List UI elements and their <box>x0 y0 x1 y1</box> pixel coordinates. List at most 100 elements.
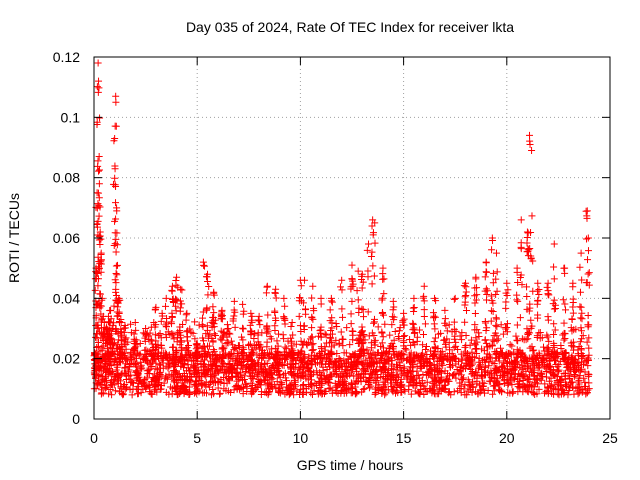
x-tick-label: 15 <box>396 430 412 446</box>
data-point <box>337 388 345 396</box>
data-point <box>365 240 373 248</box>
data-point <box>550 305 558 313</box>
data-point <box>113 229 121 237</box>
data-point <box>326 363 334 371</box>
data-point <box>378 296 386 304</box>
data-point <box>94 376 102 384</box>
data-point <box>206 330 214 338</box>
data-point <box>438 347 446 355</box>
data-point <box>364 308 372 316</box>
data-point <box>271 289 279 297</box>
data-point <box>152 303 160 311</box>
data-point <box>114 379 122 387</box>
data-point <box>560 319 568 327</box>
data-point <box>299 358 307 366</box>
data-point <box>583 207 591 215</box>
data-point <box>431 364 439 372</box>
data-point <box>95 358 103 366</box>
data-point <box>133 359 141 367</box>
data-point <box>504 352 512 360</box>
data-point <box>392 387 400 395</box>
data-point <box>301 351 309 359</box>
data-point <box>525 246 533 254</box>
data-point <box>478 386 486 394</box>
data-point <box>440 336 448 344</box>
data-point <box>450 355 458 363</box>
data-point <box>502 325 510 333</box>
data-point <box>230 312 238 320</box>
data-point <box>142 351 150 359</box>
data-point <box>482 339 490 347</box>
data-point <box>178 300 186 308</box>
data-point <box>214 367 222 375</box>
data-point <box>172 276 180 284</box>
data-point <box>355 304 363 312</box>
data-point <box>462 364 470 372</box>
data-point <box>569 360 577 368</box>
data-point <box>352 367 360 375</box>
data-point <box>585 344 593 352</box>
data-point <box>504 389 512 397</box>
data-point <box>326 371 334 379</box>
data-point <box>296 388 304 396</box>
data-point <box>193 340 201 348</box>
data-point <box>127 355 135 363</box>
data-point <box>148 340 156 348</box>
data-point <box>478 372 486 380</box>
data-point <box>162 353 170 361</box>
data-point <box>249 366 257 374</box>
data-point <box>91 370 99 378</box>
data-point <box>232 372 240 380</box>
data-point <box>94 269 102 277</box>
data-point <box>348 327 356 335</box>
data-point <box>567 379 575 387</box>
data-point <box>468 348 476 356</box>
chart-title: Day 035 of 2024, Rate Of TEC Index for r… <box>186 19 514 35</box>
data-point <box>415 388 423 396</box>
data-point <box>473 345 481 353</box>
data-point <box>522 336 530 344</box>
data-point <box>340 349 348 357</box>
data-point <box>358 270 366 278</box>
data-point <box>137 361 145 369</box>
data-point <box>487 292 495 300</box>
data-point <box>117 329 125 337</box>
data-point <box>97 256 105 264</box>
data-point <box>554 368 562 376</box>
data-point <box>485 362 493 370</box>
data-point <box>512 332 520 340</box>
data-point <box>369 262 377 270</box>
data-point <box>370 359 378 367</box>
data-point <box>506 366 514 374</box>
data-point <box>131 347 139 355</box>
data-point <box>373 349 381 357</box>
data-point <box>109 340 117 348</box>
data-point <box>483 324 491 332</box>
data-point <box>317 294 325 302</box>
data-point <box>524 362 532 370</box>
data-point <box>420 312 428 320</box>
data-point <box>230 306 238 314</box>
data-point <box>313 367 321 375</box>
data-point <box>488 246 496 254</box>
data-point <box>544 351 552 359</box>
data-point <box>490 359 498 367</box>
data-point <box>96 114 104 122</box>
data-point <box>421 384 429 392</box>
data-point <box>193 350 201 358</box>
data-point <box>548 389 556 397</box>
data-point <box>120 324 128 332</box>
data-point <box>94 59 102 67</box>
data-point <box>400 309 408 317</box>
data-point <box>431 325 439 333</box>
data-point <box>109 367 117 375</box>
data-point <box>184 327 192 335</box>
data-point <box>177 346 185 354</box>
data-point <box>534 380 542 388</box>
data-point <box>254 338 262 346</box>
data-point <box>577 327 585 335</box>
data-point <box>339 335 347 343</box>
data-point <box>96 233 104 241</box>
data-point <box>451 354 459 362</box>
data-point <box>462 279 470 287</box>
